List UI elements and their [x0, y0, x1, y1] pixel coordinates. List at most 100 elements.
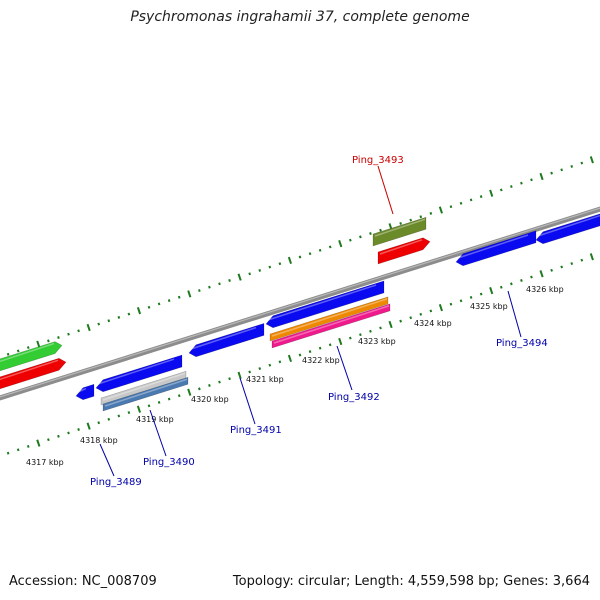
inner-minor-tick: [117, 414, 121, 418]
inner-major-tick: [187, 388, 192, 396]
inner-minor-tick: [530, 275, 533, 279]
inner-minor-tick: [560, 265, 564, 269]
blue-gene-small[interactable]: [75, 383, 95, 401]
gene-label-ping-3489[interactable]: Ping_3489: [90, 477, 142, 488]
gene-label-ping-3491[interactable]: Ping_3491: [230, 425, 282, 436]
inner-minor-tick: [57, 434, 60, 438]
inner-major-tick: [136, 405, 142, 413]
inner-minor-tick: [147, 404, 151, 408]
blue-gene-ping-3492[interactable]: [265, 280, 385, 329]
inner-minor-tick: [208, 384, 211, 387]
inner-minor-tick: [580, 258, 584, 262]
outer-minor-tick: [47, 339, 50, 343]
inner-minor-tick: [318, 346, 322, 350]
tick-label-4319: 4319 kbp: [136, 415, 174, 424]
inner-minor-tick: [16, 448, 20, 452]
inner-minor-tick: [510, 282, 513, 286]
olive-gene-ping-3493[interactable]: [372, 216, 427, 247]
blue-gene-ping-3491[interactable]: [188, 322, 265, 358]
outer-major-tick: [489, 189, 494, 197]
inner-major-tick: [237, 371, 242, 379]
inner-major-tick: [438, 303, 443, 312]
outer-minor-tick: [348, 238, 352, 242]
inner-minor-tick: [107, 417, 111, 421]
blue-gene-ping-3495[interactable]: [535, 210, 600, 245]
outer-minor-tick: [298, 255, 302, 259]
outer-minor-tick: [167, 299, 171, 303]
outer-major-tick: [338, 239, 343, 248]
blue-gene-ping-3489-highlight: [97, 358, 175, 385]
accession-text: Accession: NC_008709: [9, 574, 157, 589]
tick-labels: 4317 kbp 4318 kbp 4319 kbp 4320 kbp 4321…: [26, 285, 564, 467]
outer-minor-tick: [177, 295, 181, 299]
inner-minor-tick: [449, 302, 453, 306]
outer-minor-tick: [268, 265, 272, 269]
outer-minor-tick: [117, 315, 121, 319]
outer-minor-tick: [147, 305, 151, 309]
gene-label-leaders: [99, 165, 522, 477]
inner-minor-tick: [469, 295, 473, 299]
gene-label-ping-3490[interactable]: Ping_3490: [143, 457, 195, 468]
tick-label-4326: 4326 kbp: [526, 285, 564, 294]
outer-minor-tick: [258, 268, 262, 272]
outer-minor-tick: [379, 228, 382, 232]
inner-minor-tick: [409, 316, 413, 320]
blue-gene-ping-3491-highlight: [190, 326, 257, 350]
inner-minor-tick: [308, 350, 312, 354]
inner-major-tick: [36, 439, 41, 447]
inner-minor-tick: [97, 421, 101, 425]
steel-gene-ping-3490[interactable]: [102, 376, 189, 412]
inner-minor-tick: [278, 360, 282, 364]
outer-minor-tick: [409, 218, 413, 222]
red-gene-arrow-highlight: [0, 359, 59, 381]
inner-minor-tick: [6, 451, 10, 455]
blue-gene-ping-3494[interactable]: [455, 230, 537, 267]
outer-minor-tick: [157, 302, 161, 306]
pink-gene-ping-3492[interactable]: [271, 303, 391, 349]
red-gene-ping-3493b-highlight: [379, 239, 423, 255]
inner-minor-tick: [26, 444, 30, 448]
outer-minor-tick: [16, 349, 20, 353]
tick-label-4325: 4325 kbp: [470, 302, 508, 311]
outer-minor-tick: [57, 336, 60, 339]
gene-label-ping-3494[interactable]: Ping_3494: [496, 338, 548, 349]
gray-gene-ping-3490[interactable]: [100, 370, 187, 406]
gene-label-ping-3492[interactable]: Ping_3492: [328, 392, 380, 403]
outer-minor-tick: [419, 215, 423, 219]
leader-ping-3489: [99, 443, 115, 477]
tick-label-4321: 4321 kbp: [246, 375, 284, 384]
outer-minor-tick: [6, 352, 10, 356]
inner-minor-tick: [499, 285, 503, 289]
inner-minor-tick: [258, 367, 262, 371]
inner-minor-tick: [177, 394, 181, 398]
red-gene-ping-3493b[interactable]: [377, 237, 431, 265]
red-gene-arrow[interactable]: [0, 357, 67, 392]
map-title: Psychromonas ingrahamii 37, complete gen…: [130, 9, 470, 25]
outer-minor-tick: [479, 195, 483, 199]
inner-minor-tick: [47, 438, 50, 442]
inner-minor-tick: [359, 333, 362, 337]
outer-minor-tick: [570, 164, 574, 168]
inner-major-tick: [388, 320, 393, 329]
inner-minor-tick: [328, 343, 332, 347]
inner-minor-tick: [157, 400, 161, 404]
inner-minor-tick: [459, 299, 463, 303]
orange-gene-ping-3492[interactable]: [269, 296, 389, 342]
genome-backbone: [0, 206, 600, 401]
outer-minor-tick: [208, 285, 211, 289]
outer-minor-tick: [97, 322, 101, 326]
outer-major-tick: [539, 172, 544, 181]
green-gene-arrow[interactable]: [0, 341, 63, 374]
blue-gene-ping-3489[interactable]: [95, 354, 183, 393]
outer-minor-tick: [127, 312, 131, 316]
inner-minor-tick: [268, 363, 272, 367]
gray-gene-ping-3490-highlight: [102, 372, 186, 401]
green-gene-arrow-highlight: [0, 342, 55, 363]
inner-major-tick: [489, 287, 494, 295]
outer-major-tick: [438, 206, 443, 214]
outer-minor-tick: [328, 245, 332, 249]
tick-label-4318: 4318 kbp: [80, 436, 118, 445]
gene-label-ping-3493[interactable]: Ping_3493: [352, 155, 404, 166]
leader-ping-3493: [377, 165, 394, 215]
inner-minor-tick: [379, 326, 382, 330]
